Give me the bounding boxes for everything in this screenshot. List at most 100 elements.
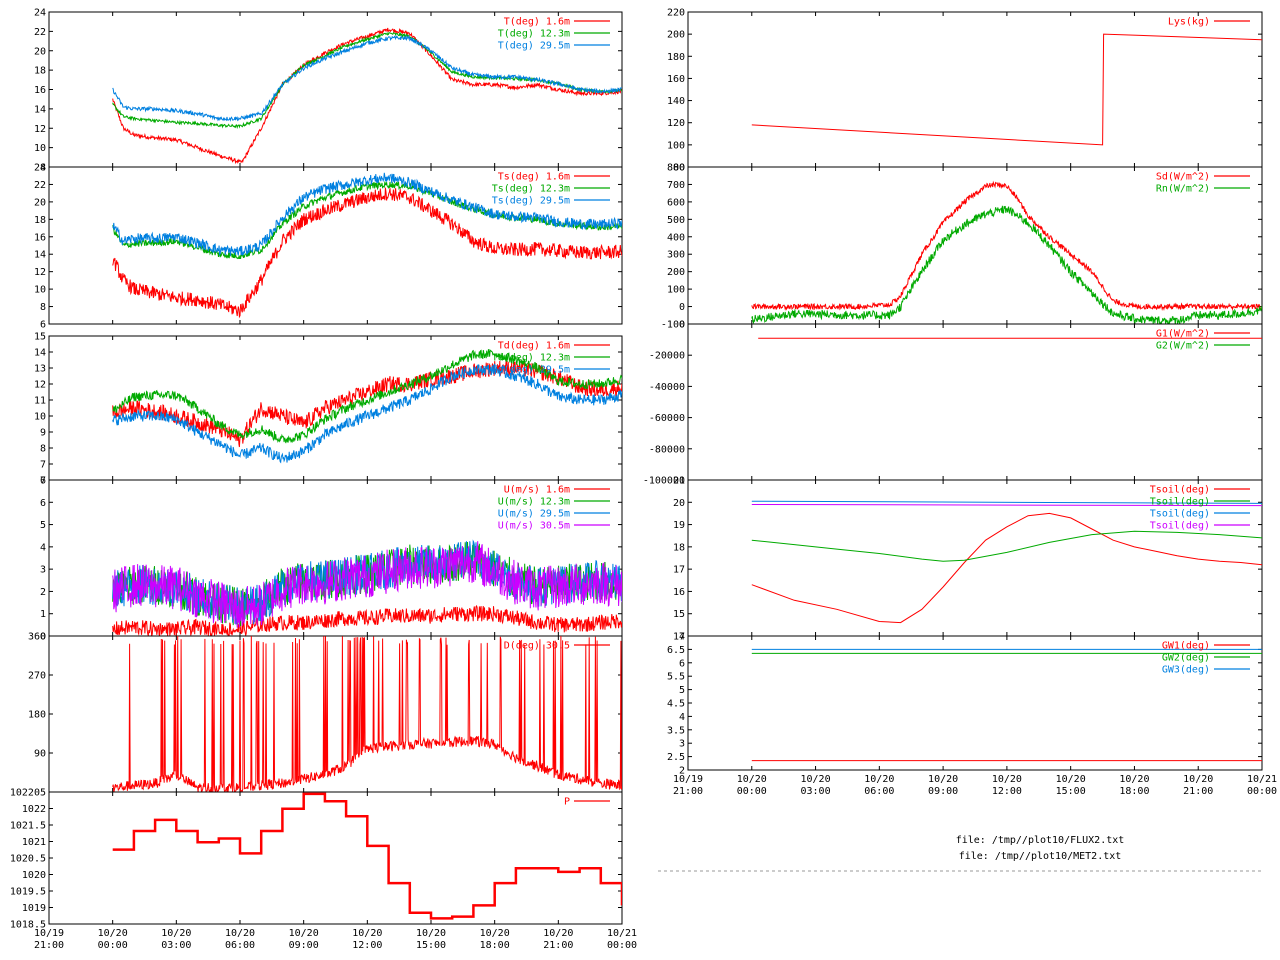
y-tick-label: 120 — [667, 118, 685, 129]
series-line — [112, 541, 622, 628]
legend-label: Rn(W/m^2) — [1156, 184, 1210, 195]
y-tick-label: 14 — [34, 250, 46, 261]
x-tick-label: 10/21 — [607, 928, 637, 939]
y-tick-label: 300 — [667, 250, 685, 261]
y-tick-label: 1020 — [22, 870, 46, 881]
y-tick-label: 400 — [667, 232, 685, 243]
y-tick-label: 8 — [40, 444, 46, 455]
series-line — [112, 187, 622, 319]
y-tick-label: 160 — [667, 74, 685, 85]
x-tick-label: 21:00 — [1183, 786, 1213, 797]
legend-label: Tsoil(deg) — [1150, 497, 1210, 508]
legend-label: Tsoil(deg) — [1150, 485, 1210, 496]
y-tick-label: 200 — [667, 267, 685, 278]
y-tick-label: 15 — [673, 609, 685, 620]
legend-label: D(deg) 30.5 — [504, 641, 570, 652]
y-tick-label: 100 — [667, 140, 685, 151]
plot-panel-l6: 1018.5 1019 1019.5 1020 1020.5 1021 1021.5 1022… — [10, 788, 637, 952]
y-tick-label: 6 — [40, 320, 46, 331]
plot-panel-l1: 8 10 12 14 16 18 20 22 24 T(deg) 1.6mT(deg) 12.3m… — [34, 8, 623, 174]
legend-label: Ts(deg) 12.3m — [492, 184, 570, 195]
x-tick-label: 10/20 — [98, 928, 128, 939]
y-tick-label: 1022 — [22, 804, 46, 815]
y-tick-label: 8 — [40, 302, 46, 313]
y-tick-label: 1018.5 — [10, 920, 46, 931]
series-group — [112, 172, 622, 319]
x-tick-label: 03:00 — [801, 786, 831, 797]
legend-label: Ts(deg) 29.5m — [492, 196, 570, 207]
y-tick-label: 140 — [667, 96, 685, 107]
y-tick-label: -40000 — [649, 382, 685, 393]
plot-panel-r4: 1415161718192021Tsoil(deg)Tsoil(deg)Tsoi… — [673, 476, 1263, 643]
x-tick-label: 10/20 — [864, 774, 894, 785]
y-tick-label: 7 — [40, 460, 46, 471]
plot-panel-l5: 90 180 270 360 D(deg) 30.5 — [28, 632, 623, 793]
plot-frame — [48, 166, 623, 325]
x-tick-label: 10/20 — [1119, 774, 1149, 785]
series-group — [751, 500, 1262, 624]
legend-label: U(m/s) 12.3m — [498, 497, 570, 508]
x-tick-label: 18:00 — [480, 940, 510, 951]
series-line — [751, 530, 1262, 562]
y-tick-label: 18 — [34, 66, 46, 77]
x-tick-label: 00:00 — [737, 786, 767, 797]
legend-label: Td(deg) 1.6m — [498, 341, 570, 352]
y-tick-label: -20000 — [649, 351, 685, 362]
x-tick-label: 09:00 — [928, 786, 958, 797]
y-tick-label: 18 — [34, 215, 46, 226]
series-line — [112, 604, 622, 636]
y-tick-label: -100 — [661, 320, 685, 331]
y-tick-label: 3 — [679, 739, 685, 750]
file-label-met: file: /tmp//plot10/MET2.txt — [959, 851, 1122, 862]
x-tick-label: 18:00 — [1119, 786, 1149, 797]
y-tick-label: 6 — [40, 476, 46, 487]
y-tick-label: 24 — [34, 163, 46, 174]
x-tick-label: 10/19 — [34, 928, 64, 939]
x-tick-label: 06:00 — [864, 786, 894, 797]
series-group — [751, 648, 1262, 762]
legend-label: T(deg) 1.6m — [504, 17, 570, 28]
y-tick-label: 15 — [34, 332, 46, 343]
x-tick-label: 00:00 — [98, 940, 128, 951]
y-tick-label: 2 — [679, 766, 685, 777]
y-tick-label: 1021.5 — [10, 821, 46, 832]
x-tick-label: 10/20 — [1183, 774, 1213, 785]
y-tick-label: 18 — [673, 542, 685, 553]
y-tick-label: 12 — [34, 267, 46, 278]
y-tick-label: -80000 — [649, 444, 685, 455]
series-group — [751, 180, 1262, 324]
y-tick-label: 11 — [34, 396, 46, 407]
y-tick-label: 800 — [667, 163, 685, 174]
y-tick-label: 10 — [34, 412, 46, 423]
plot-panel-r2: -1000100200300400500600700800Sd(W/m^2)Rn… — [661, 163, 1263, 331]
y-tick-label: 20 — [34, 46, 46, 57]
y-tick-label: 10 — [34, 143, 46, 154]
y-tick-label: 1 — [40, 609, 46, 620]
y-tick-label: 6 — [40, 498, 46, 509]
y-tick-label: 8 — [40, 163, 46, 174]
x-tick-label: 06:00 — [225, 940, 255, 951]
legend-label: U(m/s) 30.5m — [498, 521, 570, 532]
legend-label: U(m/s) 1.6m — [504, 485, 570, 496]
legend-label: T(deg) 12.3m — [498, 29, 570, 40]
legend-label: Ts(deg) 1.6m — [498, 172, 570, 183]
y-tick-label: 2 — [40, 587, 46, 598]
legend-label: Tsoil(deg) — [1150, 521, 1210, 532]
x-tick-label: 10/20 — [801, 774, 831, 785]
series-line — [112, 34, 622, 122]
y-tick-label: 14 — [34, 348, 46, 359]
y-tick-label: 16 — [673, 587, 685, 598]
x-tick-label: 12:00 — [352, 940, 382, 951]
legend-label: Td(deg) 29.5m — [492, 365, 570, 376]
y-tick-label: 12 — [34, 380, 46, 391]
y-tick-label: 4 — [40, 542, 46, 553]
x-tick-label: 10/20 — [225, 928, 255, 939]
series-line — [751, 180, 1262, 312]
x-tick-label: 10/20 — [737, 774, 767, 785]
x-tick-label: 10/20 — [992, 774, 1022, 785]
y-tick-label: 600 — [667, 197, 685, 208]
